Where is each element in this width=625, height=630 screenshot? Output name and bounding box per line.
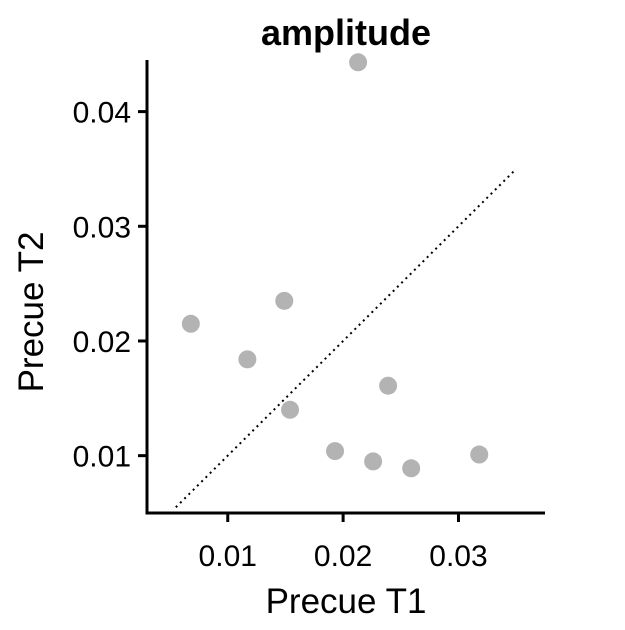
x-tick-label: 0.02 [314, 540, 372, 573]
data-point [402, 459, 421, 478]
data-point [349, 53, 368, 72]
plot-area [175, 53, 517, 508]
y-axis-ticks: 0.01 0.02 0.03 0.04 [73, 97, 147, 474]
data-point [364, 452, 383, 471]
chart-title: amplitude [261, 12, 431, 53]
data-point [275, 291, 294, 310]
y-tick-label: 0.04 [73, 97, 131, 130]
y-tick-label: 0.01 [73, 441, 131, 474]
y-axis-label: Precue T2 [12, 232, 51, 393]
data-point [470, 445, 489, 464]
data-point [379, 376, 398, 395]
y-tick-label: 0.03 [73, 211, 131, 244]
identity-line [175, 168, 517, 508]
data-point [181, 314, 200, 333]
x-axis-label: Precue T1 [266, 582, 427, 621]
x-tick-label: 0.01 [199, 540, 257, 573]
data-point [238, 350, 257, 369]
x-tick-label: 0.03 [429, 540, 487, 573]
data-point [326, 442, 345, 461]
x-axis-ticks: 0.01 0.02 0.03 [199, 513, 488, 573]
y-tick-label: 0.02 [73, 326, 131, 359]
data-point [281, 400, 300, 419]
